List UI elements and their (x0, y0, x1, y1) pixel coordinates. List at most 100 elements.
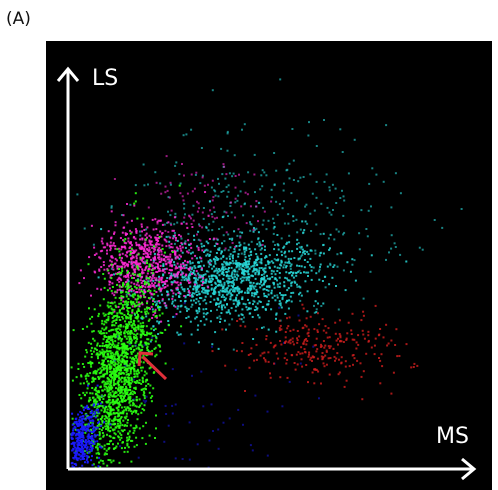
green-point (105, 349, 108, 352)
green-point (97, 330, 100, 333)
green-point (101, 381, 104, 384)
cyan-point (194, 173, 197, 176)
cyan-point (228, 267, 230, 269)
red-point (313, 368, 315, 371)
green-point (90, 404, 93, 407)
green-point (115, 306, 118, 309)
green-point (102, 367, 105, 370)
cyan-point (268, 261, 271, 264)
magenta-point (223, 165, 226, 168)
green-point (117, 327, 120, 330)
green-point (124, 354, 127, 357)
green-point (124, 285, 127, 288)
cyan-point (185, 264, 188, 267)
green-point (131, 310, 134, 313)
cyan-point (205, 280, 208, 283)
magenta-point (193, 187, 196, 190)
cyan-point (259, 301, 262, 303)
magenta-point (141, 271, 143, 274)
green-point (154, 437, 156, 439)
blue-point (93, 426, 96, 429)
cyan-point (306, 222, 309, 225)
cyan-point (257, 296, 260, 298)
cyan-point (241, 276, 244, 279)
blue-point (79, 410, 82, 413)
cyan-point (225, 328, 227, 331)
green-point (123, 360, 126, 363)
cyan-point (228, 255, 231, 258)
green-point (93, 406, 96, 408)
cyan-point (220, 284, 223, 287)
green-point (112, 328, 115, 331)
green-point (132, 293, 134, 296)
cyan-point (256, 282, 259, 285)
magenta-point (126, 279, 129, 281)
magenta-point (109, 281, 112, 284)
cyan-point (306, 290, 309, 293)
green-point (108, 396, 111, 398)
green-point (131, 366, 134, 369)
red-point (289, 342, 292, 345)
cyan-point (110, 267, 113, 270)
magenta-point (158, 261, 161, 263)
green-point (137, 273, 140, 276)
green-point (130, 391, 132, 394)
magenta-point (143, 248, 146, 251)
magenta-point (127, 250, 130, 253)
red-point (350, 333, 353, 335)
green-point (103, 385, 106, 388)
magenta-point (183, 295, 186, 297)
green-point (129, 424, 132, 427)
blue-point (74, 456, 76, 459)
green-point (147, 283, 150, 286)
cyan-point (276, 270, 279, 272)
cyan-point (278, 285, 281, 288)
magenta-point (165, 280, 168, 283)
green-point (107, 360, 110, 363)
magenta-point (155, 316, 158, 319)
green-point (142, 354, 145, 357)
red-point (323, 346, 326, 349)
red-point (290, 354, 293, 357)
green-point (146, 349, 149, 352)
blue-point (82, 447, 85, 450)
cyan-point (213, 287, 216, 290)
cyan-point (187, 275, 190, 278)
cyan-point (196, 312, 199, 315)
magenta-point (159, 230, 162, 233)
green-point (117, 388, 120, 390)
magenta-point (174, 257, 177, 260)
magenta-point (123, 263, 125, 266)
red-point (386, 344, 389, 347)
green-point (107, 345, 110, 348)
magenta-point (171, 246, 174, 249)
cyan-point (299, 251, 301, 253)
red-point (288, 316, 291, 319)
blue-point (88, 407, 91, 410)
cyan-point (228, 323, 231, 326)
green-point (135, 326, 137, 329)
cyan-point (318, 270, 320, 273)
cyan-point (297, 180, 300, 183)
magenta-point (106, 252, 108, 255)
green-point (141, 379, 144, 382)
green-point (131, 360, 134, 363)
cyan-point (162, 274, 165, 277)
magenta-point (144, 234, 147, 237)
green-point (120, 390, 123, 393)
red-point (302, 326, 305, 329)
green-point (123, 450, 126, 453)
magenta-point (177, 247, 180, 250)
cyan-point (222, 215, 225, 218)
green-point (101, 342, 104, 345)
cyan-point (287, 287, 290, 290)
green-point (110, 374, 112, 377)
cyan-point (280, 294, 283, 296)
cyan-point (234, 299, 237, 302)
blue-point (86, 416, 89, 419)
cyan-point (202, 274, 205, 276)
green-point (123, 240, 126, 243)
magenta-point (143, 289, 146, 292)
magenta-point (127, 275, 129, 278)
blue-point (77, 432, 80, 435)
